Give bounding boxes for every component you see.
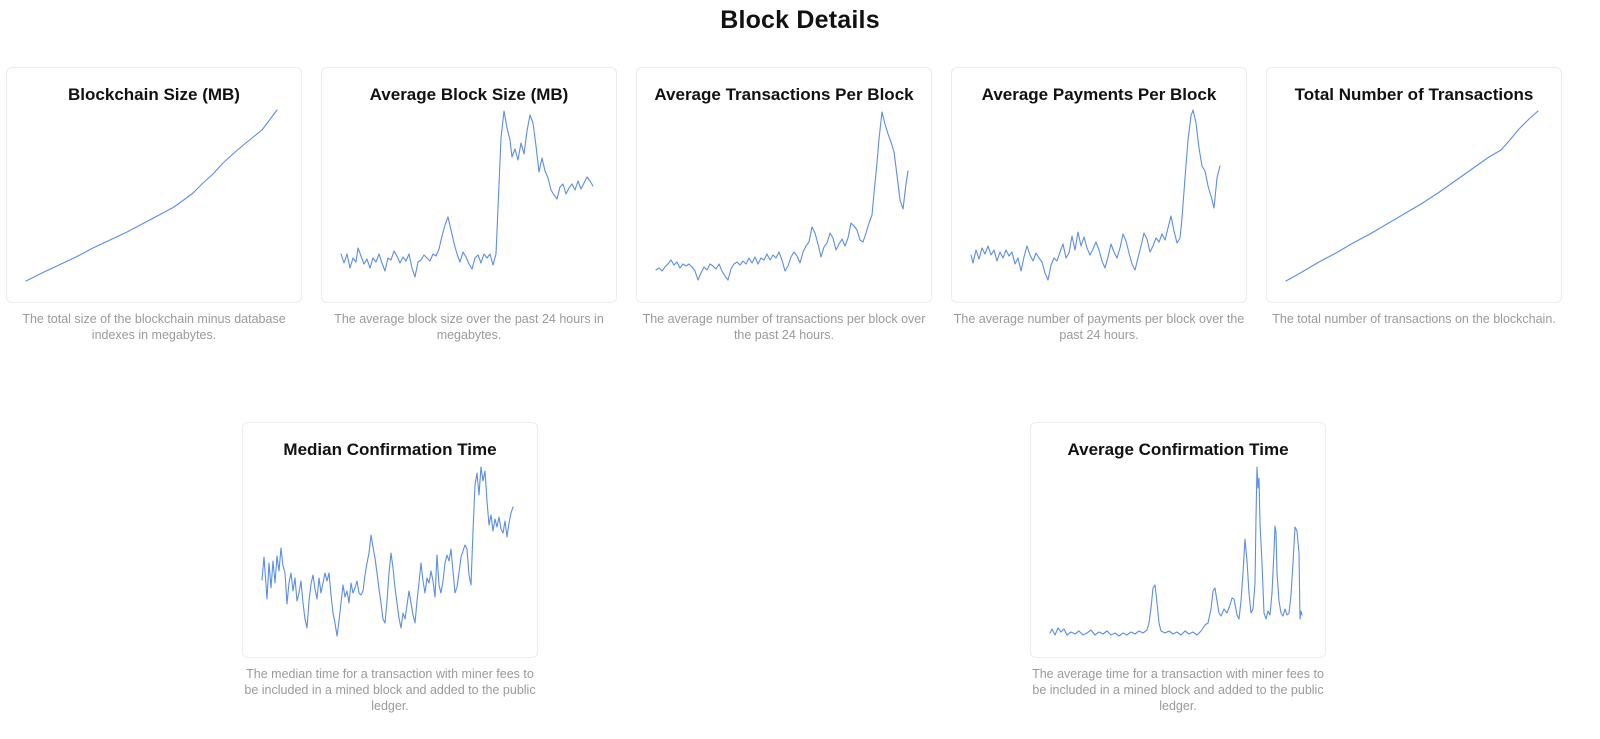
chart-card[interactable]: Average Payments Per Block: [951, 67, 1247, 303]
chart-block-average-confirmation-time: Average Confirmation Time The average ti…: [1030, 422, 1326, 714]
chart-title: Total Number of Transactions: [1294, 85, 1534, 104]
sparkline: [261, 466, 514, 637]
chart-card[interactable]: Average Transactions Per Block: [636, 67, 932, 303]
chart-block-average-transactions-per-block: Average Transactions Per Block The avera…: [636, 67, 932, 343]
sparkline-chart: [261, 466, 514, 637]
chart-title: Average Transactions Per Block: [654, 85, 914, 104]
sparkline-chart: [1049, 466, 1303, 637]
chart-block-average-payments-per-block: Average Payments Per Block The average n…: [951, 67, 1247, 343]
chart-card[interactable]: Average Confirmation Time: [1030, 422, 1326, 658]
chart-card[interactable]: Total Number of Transactions: [1266, 67, 1562, 303]
sparkline: [340, 110, 594, 278]
sparkline: [1049, 466, 1303, 637]
chart-description: The average time for a transaction with …: [1032, 667, 1324, 713]
chart-description: The median time for a transaction with m…: [244, 667, 536, 713]
sparkline-chart: [655, 111, 909, 281]
chart-card[interactable]: Average Block Size (MB): [321, 67, 617, 303]
chart-title: Average Payments Per Block: [981, 85, 1217, 104]
sparkline-chart: [25, 109, 278, 282]
page-title: Block Details: [720, 6, 880, 34]
chart-card[interactable]: Blockchain Size (MB): [6, 67, 302, 303]
chart-block-median-confirmation-time: Median Confirmation Time The median time…: [242, 422, 538, 714]
chart-title: Average Confirmation Time: [1067, 440, 1289, 459]
chart-title: Median Confirmation Time: [283, 440, 497, 459]
chart-block-average-block-size: Average Block Size (MB) The average bloc…: [321, 67, 617, 343]
sparkline-chart: [1285, 110, 1539, 282]
chart-description: The average number of transactions per b…: [642, 312, 926, 342]
sparkline: [970, 109, 1221, 281]
chart-card[interactable]: Median Confirmation Time: [242, 422, 538, 658]
sparkline: [25, 109, 278, 282]
chart-description: The total size of the blockchain minus d…: [22, 312, 286, 342]
sparkline: [1285, 110, 1539, 282]
chart-description: The average number of payments per block…: [953, 312, 1245, 342]
chart-block-blockchain-size: Blockchain Size (MB) The total size of t…: [6, 67, 302, 343]
chart-title: Average Block Size (MB): [369, 85, 569, 104]
sparkline-chart: [970, 109, 1221, 281]
sparkline-chart: [340, 110, 594, 278]
chart-description: The total number of transactions on the …: [1272, 312, 1556, 326]
chart-description: The average block size over the past 24 …: [334, 312, 604, 342]
chart-title: Blockchain Size (MB): [68, 85, 240, 104]
sparkline: [655, 111, 909, 281]
chart-block-total-number-of-transactions: Total Number of Transactions The total n…: [1266, 67, 1562, 327]
